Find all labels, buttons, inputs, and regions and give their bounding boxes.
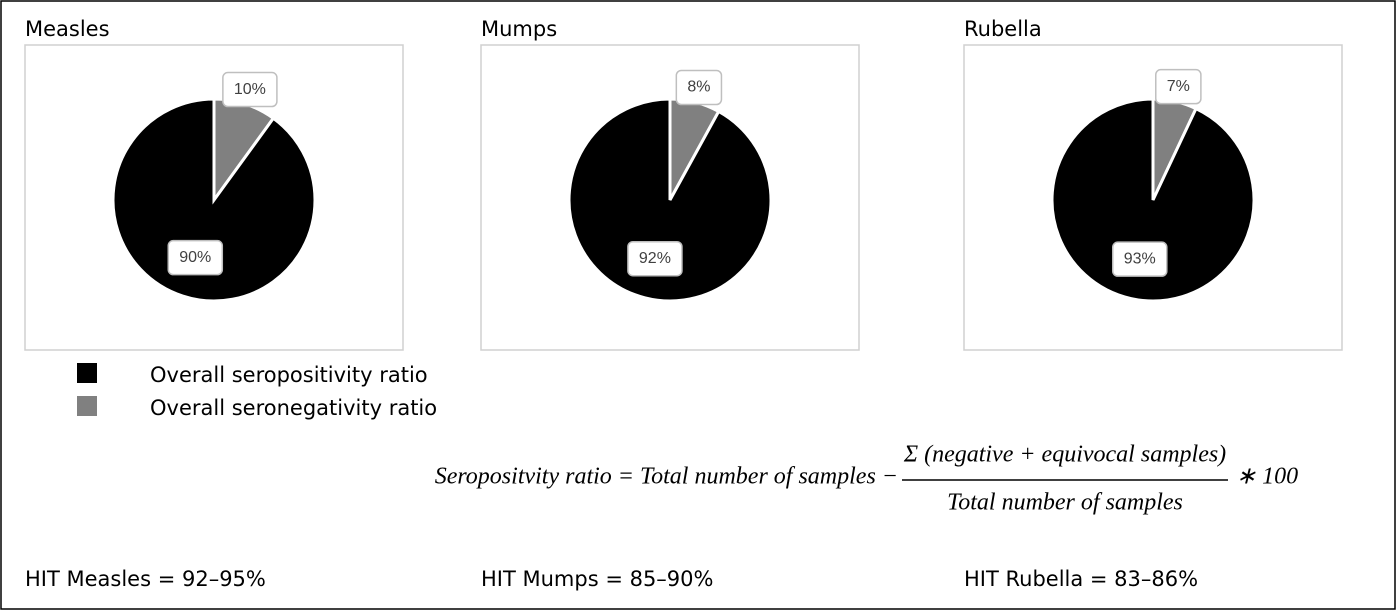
hit-text: HIT Measles = 92–95% xyxy=(25,567,266,591)
data-label-box xyxy=(1112,241,1168,277)
chart-title: Rubella xyxy=(964,17,1042,41)
data-label-box xyxy=(627,240,683,277)
chart-title: Mumps xyxy=(481,17,557,41)
formula-denominator: Total number of samples xyxy=(947,490,1183,516)
data-label: 8% xyxy=(687,79,710,96)
hit-text: HIT Rubella = 83–86% xyxy=(964,567,1198,591)
legend-label: Overall seropositivity ratio xyxy=(150,363,428,387)
data-label: 90% xyxy=(179,249,211,266)
data-label: 92% xyxy=(639,250,671,267)
legend-label: Overall seronegativity ratio xyxy=(150,396,437,420)
formula-left: Seropositvity ratio = Total number of sa… xyxy=(435,464,898,490)
pie-slice xyxy=(111,97,317,303)
plot-box xyxy=(963,44,1343,351)
chart-title: Measles xyxy=(25,17,110,41)
data-label-box xyxy=(222,71,278,108)
formula-numerator: Σ (negative + equivocal samples) xyxy=(903,442,1226,468)
plot-box xyxy=(480,44,860,351)
legend-swatch xyxy=(77,363,97,383)
formula-right: ∗ 100 xyxy=(1236,464,1298,490)
pie-slice xyxy=(1050,97,1256,303)
data-label-box xyxy=(1155,68,1202,105)
data-label-box xyxy=(675,69,723,106)
plot-box xyxy=(24,44,404,351)
data-label: 93% xyxy=(1124,250,1156,267)
hit-text: HIT Mumps = 85–90% xyxy=(481,567,714,591)
pie-slice xyxy=(567,97,773,303)
legend-swatch xyxy=(77,396,97,416)
data-label: 7% xyxy=(1167,78,1190,95)
data-label: 10% xyxy=(234,81,266,98)
data-label-box xyxy=(167,239,224,276)
